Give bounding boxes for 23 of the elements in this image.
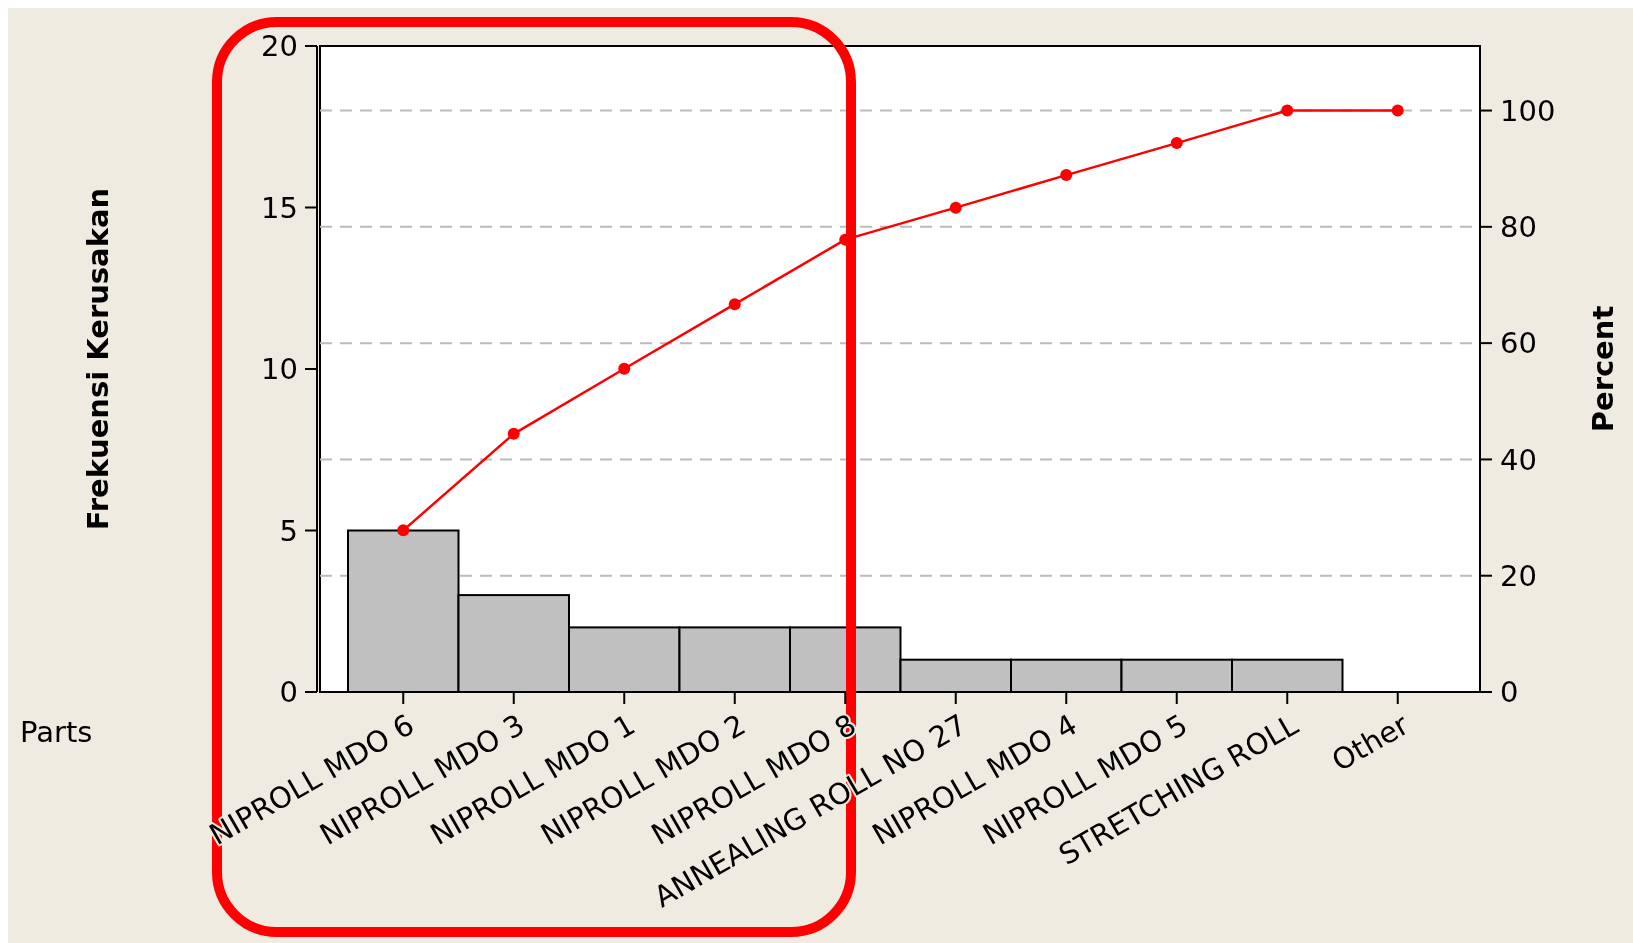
point [1170, 137, 1183, 150]
y-tick-label: 0 [279, 675, 298, 710]
y2-tick-label: 0 [1500, 675, 1519, 710]
y-tick-label: 20 [261, 29, 298, 64]
point [397, 524, 410, 537]
y2-tick-label: 80 [1500, 209, 1537, 244]
point [507, 427, 520, 440]
point [1281, 104, 1294, 117]
point [949, 201, 962, 214]
y2-axis-title: Percent [1586, 305, 1620, 433]
y2-tick-label: 40 [1500, 442, 1537, 477]
y2-tick-label: 60 [1500, 326, 1537, 361]
y-tick-label: 15 [261, 190, 298, 225]
y-axis-title: Frekuensi Kerusakan [81, 187, 115, 531]
point [1391, 104, 1404, 117]
y-tick-label: 10 [261, 352, 298, 387]
y-tick-label: 5 [279, 513, 298, 548]
y2-tick-label: 20 [1500, 558, 1537, 593]
point [618, 362, 631, 375]
point [728, 298, 741, 311]
x-axis-title: Parts [20, 715, 93, 750]
point [1060, 169, 1073, 182]
y2-tick-label: 100 [1500, 93, 1556, 128]
